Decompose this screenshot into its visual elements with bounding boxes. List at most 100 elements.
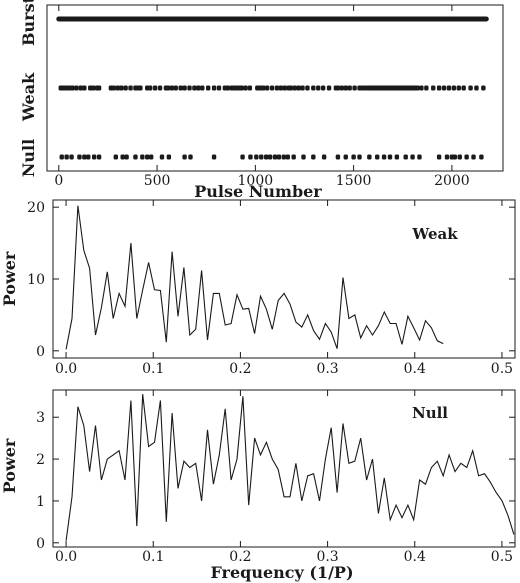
- weak-pulse-mark: [111, 85, 117, 91]
- x-tick-label: 0.3: [316, 549, 338, 565]
- weak-pulse-mark: [200, 85, 205, 91]
- null-pulse-mark: [410, 154, 415, 160]
- null-pulse-mark: [375, 154, 380, 160]
- weak-plot-frame: [52, 199, 516, 359]
- weak-pulse-mark: [481, 85, 486, 91]
- null-pulse-mark: [77, 154, 82, 160]
- weak-pulse-mark: [347, 85, 352, 91]
- weak-pulse-mark: [300, 85, 305, 91]
- x-tick-label: 1000: [238, 173, 274, 189]
- null-pulse-mark: [145, 154, 150, 160]
- weak-pulse-mark: [264, 85, 270, 91]
- weak-pulse-mark: [269, 85, 275, 91]
- null-pulse-mark: [133, 154, 138, 160]
- weak-pulse-mark: [115, 85, 120, 91]
- null-pulse-mark: [381, 154, 387, 160]
- x-tick-label: 0.2: [229, 549, 251, 565]
- y-tick-label: 2: [36, 452, 45, 468]
- x-tick-label: 0.2: [229, 361, 251, 377]
- weak-panel-label: Weak: [411, 225, 458, 243]
- null-pulse-mark: [285, 154, 290, 160]
- null-x-ticks: 0.0 0.1 0.2 0.3 0.4 0.5: [55, 390, 513, 565]
- null-pulse-mark: [82, 154, 87, 160]
- weak-y-ticks: 0 10 20: [27, 200, 515, 360]
- null-pulse-mark: [394, 154, 400, 160]
- null-pulse-mark: [113, 154, 118, 160]
- weak-pulse-mark: [78, 85, 84, 91]
- null-pulse-mark: [86, 154, 91, 160]
- weak-pulse-mark: [274, 85, 280, 91]
- null-pulse-mark: [311, 154, 316, 160]
- y-tick-label: 0: [36, 344, 45, 360]
- weak-pulse-mark: [339, 85, 345, 91]
- weak-pulse-mark: [474, 85, 479, 91]
- x-tick-label: 0.3: [316, 361, 338, 377]
- null-plot-frame: [52, 389, 516, 548]
- weak-pulse-mark: [451, 85, 457, 91]
- null-spectrum-panel: 0.0 0.1 0.2 0.3 0.4 0.5 0 1 2 3 Null Power Frequ…: [0, 389, 516, 582]
- weak-pulse-mark: [441, 85, 447, 91]
- weak-pulse-mark: [187, 85, 192, 91]
- weak-pulse-mark: [211, 85, 217, 91]
- null-pulse-mark: [351, 154, 356, 160]
- weak-pulse-mark: [243, 85, 248, 91]
- weak-pulse-mark: [292, 85, 297, 91]
- y-tick-label: 3: [36, 410, 45, 426]
- x-tick-label: 0.5: [491, 549, 513, 565]
- null-pulse-mark: [436, 154, 442, 160]
- x-tick-label: 0: [54, 173, 63, 189]
- pulse-x-axis-title: Pulse Number: [194, 182, 322, 201]
- weak-pulse-mark: [178, 85, 183, 91]
- null-pulse-mark: [91, 154, 97, 160]
- weak-pulse-mark: [326, 85, 332, 91]
- null-pulse-mark: [387, 154, 393, 160]
- null-pulse-mark: [96, 154, 102, 160]
- weak-pulse-mark: [225, 85, 231, 91]
- weak-pulse-mark: [90, 85, 96, 91]
- weak-x-ticks: 0.0 0.1 0.2 0.3 0.4 0.5: [55, 200, 513, 377]
- weak-pulse-mark: [128, 85, 133, 91]
- null-pulse-mark: [148, 154, 154, 160]
- null-pulse-mark: [259, 154, 264, 160]
- y-tick-label: 0: [36, 536, 45, 552]
- weak-pulse-mark: [468, 85, 473, 91]
- null-pulse-mark: [120, 154, 125, 160]
- weak-pulse-mark: [182, 85, 187, 91]
- weak-pulse-mark: [311, 85, 316, 91]
- y-tick-label: 1: [36, 494, 45, 510]
- weak-pulse-mark: [419, 85, 424, 91]
- x-tick-label: 0.1: [142, 361, 164, 377]
- weak-pulse-mark: [424, 85, 429, 91]
- weak-spectrum-line: [65, 205, 444, 350]
- null-pulse-mark: [276, 154, 282, 160]
- weak-pulse-mark: [192, 85, 197, 91]
- null-pulse-mark: [211, 154, 217, 160]
- null-pulse-mark: [248, 154, 253, 160]
- weak-pulse-mark: [157, 85, 163, 91]
- null-pulse-mark: [59, 154, 64, 160]
- weak-pulse-mark: [352, 85, 357, 91]
- null-pulse-mark: [479, 154, 484, 160]
- weak-pulse-mark: [431, 85, 436, 91]
- null-pulse-mark: [452, 154, 458, 160]
- weak-pulse-mark: [296, 85, 301, 91]
- null-spectrum-line: [65, 394, 515, 541]
- weak-spectrum-panel: 0.0 0.1 0.2 0.3 0.4 0.5 0 10 20 Weak Power: [0, 199, 516, 377]
- pulse-category-null: Null: [19, 139, 38, 177]
- weak-pulse-mark: [82, 85, 87, 91]
- weak-pulse-mark: [261, 85, 266, 91]
- null-pulse-mark: [417, 154, 422, 160]
- null-pulse-mark: [254, 154, 259, 160]
- weak-pulse-mark: [278, 85, 284, 91]
- weak-pulse-mark: [70, 85, 75, 91]
- weak-pulse-mark: [343, 85, 348, 91]
- null-pulse-mark: [140, 154, 145, 160]
- null-pulse-mark: [403, 154, 408, 160]
- x-tick-label: 0.0: [55, 361, 77, 377]
- weak-pulse-mark: [320, 85, 326, 91]
- weak-pulse-mark: [305, 85, 310, 91]
- x-tick-label: 1500: [336, 173, 372, 189]
- x-tick-label: 0.1: [142, 549, 164, 565]
- null-pulse-mark: [64, 154, 69, 160]
